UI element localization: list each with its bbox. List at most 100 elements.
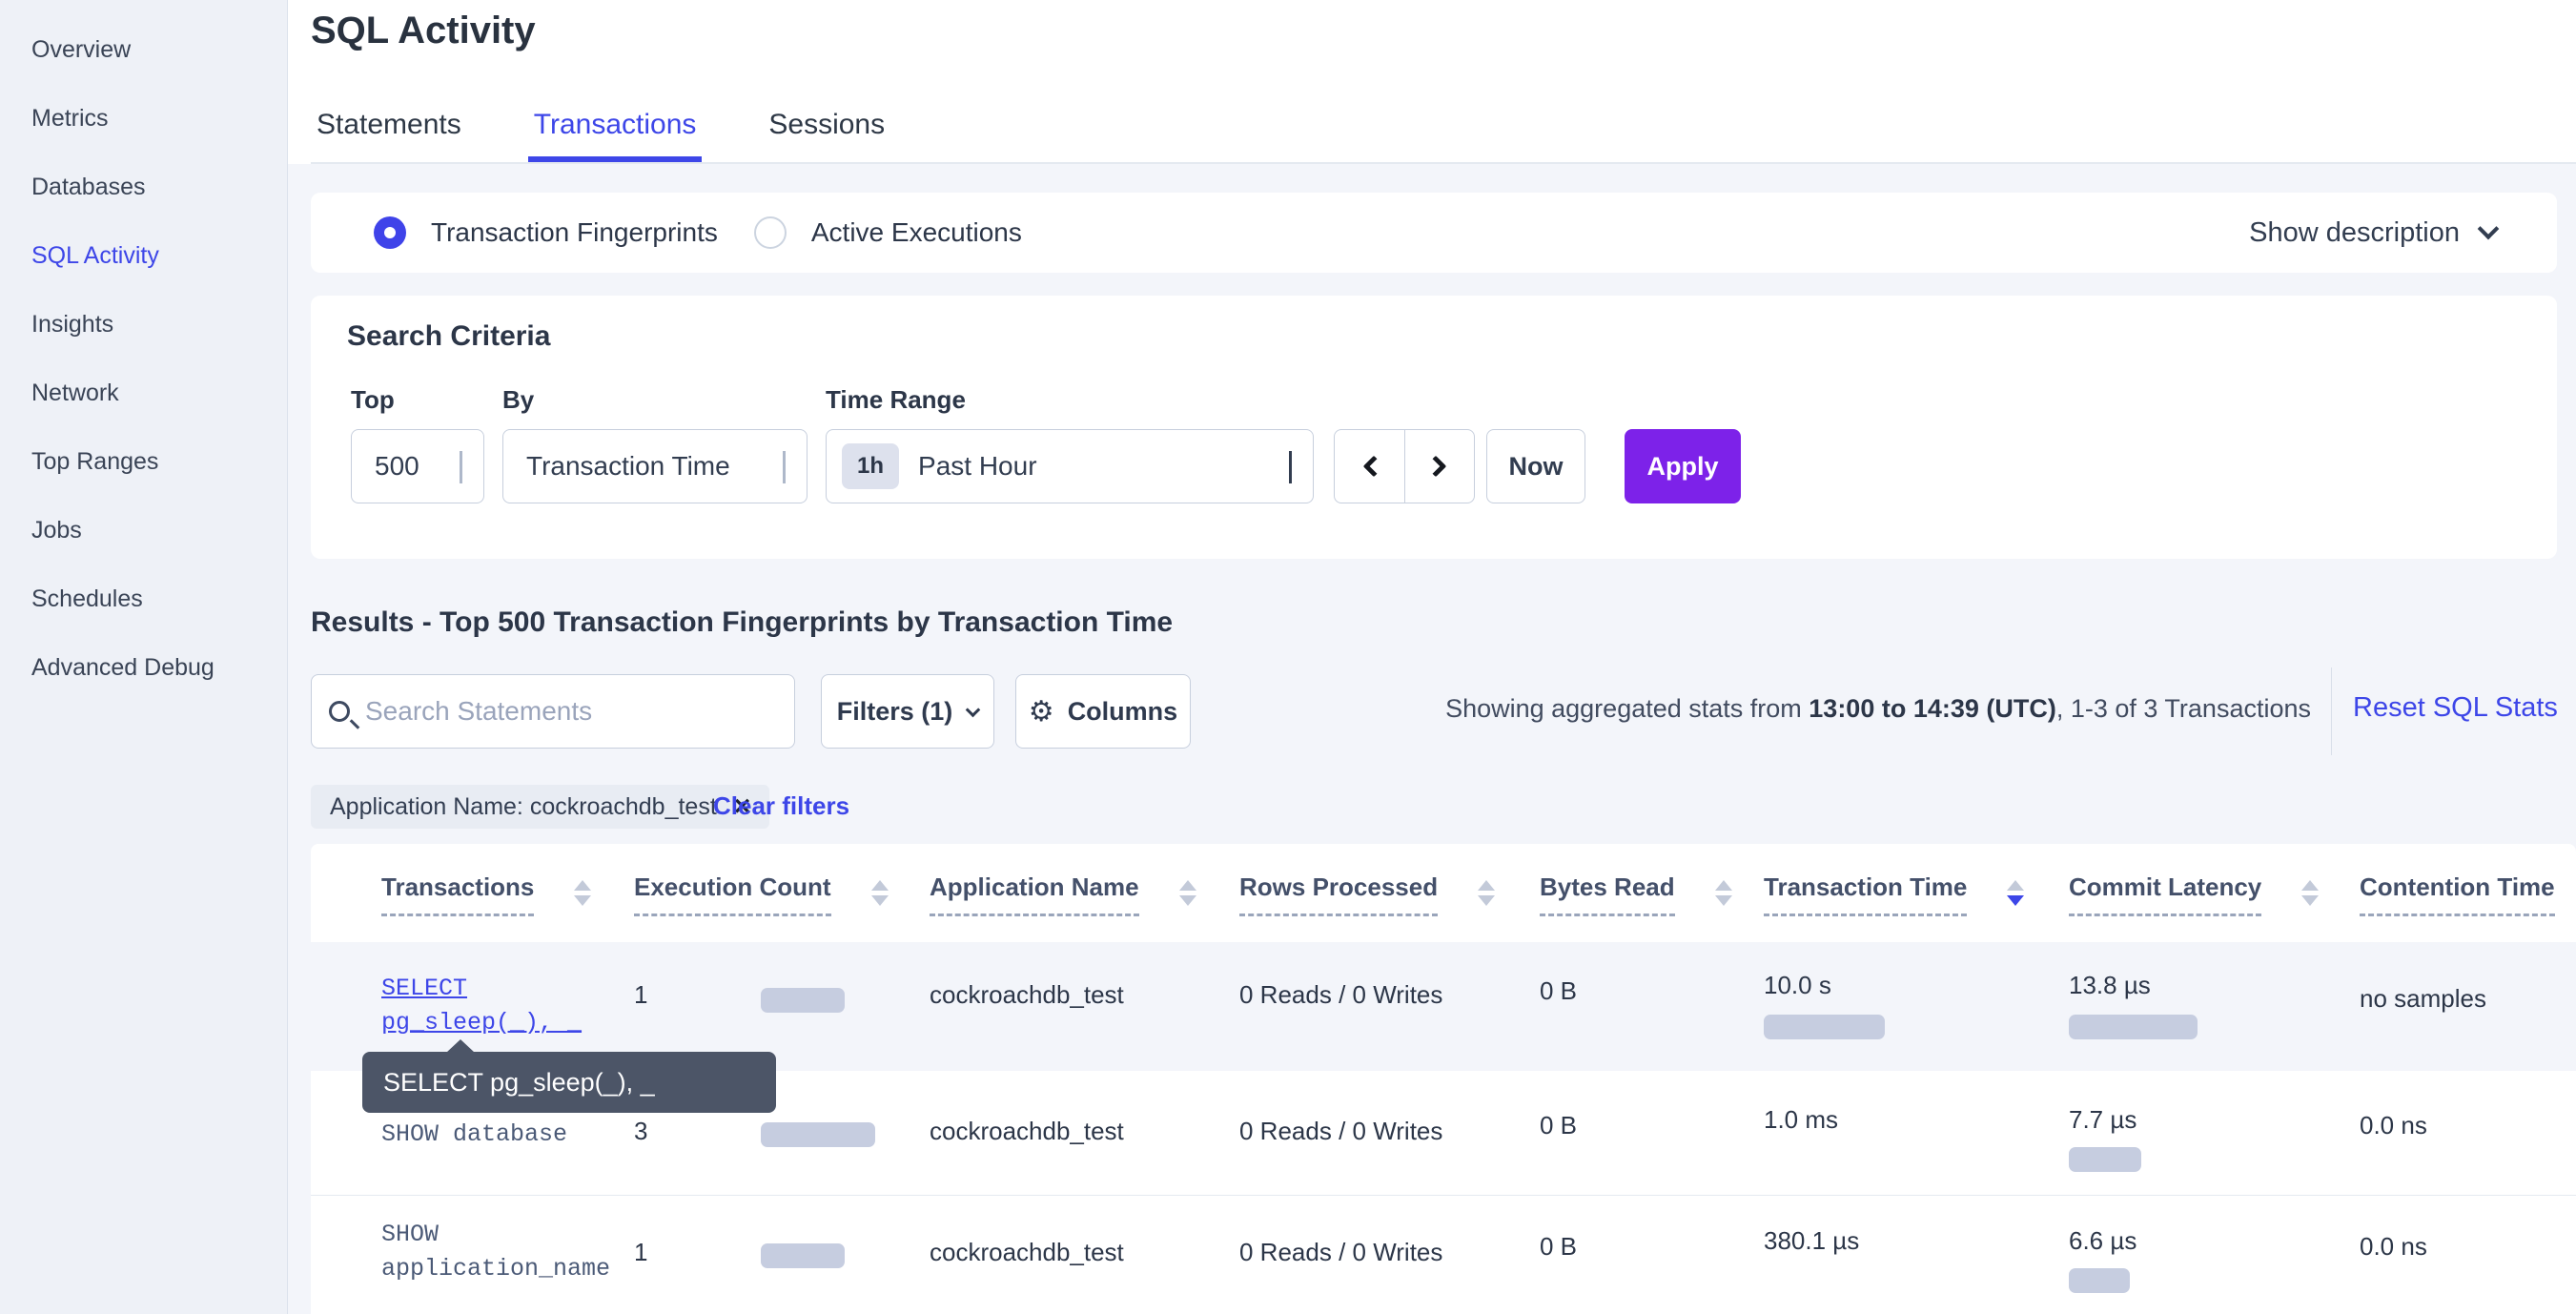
column-label[interactable]: Bytes Read (1540, 873, 1675, 916)
radio-active-executions[interactable]: Active Executions (753, 216, 1022, 249)
gear-icon: ⚙ (1028, 694, 1054, 729)
chevron-down-icon (1289, 451, 1313, 483)
sidebar-item-metrics[interactable]: Metrics (31, 105, 109, 132)
transaction-time-value: 1.0 ms (1764, 1105, 1839, 1134)
tab-sessions[interactable]: Sessions (768, 109, 886, 140)
sort-icon[interactable] (2301, 880, 2320, 906)
contention-time-value: 0.0 ns (2360, 1232, 2427, 1261)
table-row[interactable]: SELECT pg_sleep(_), _ 1 cockroachdb_test… (311, 942, 2576, 1071)
chevron-down-icon (965, 702, 981, 717)
show-description-toggle[interactable]: Show description (2249, 217, 2500, 249)
contention-time-value: no samples (2360, 984, 2486, 1013)
close-icon[interactable]: × (733, 790, 751, 822)
radio-transaction-fingerprints[interactable]: Transaction Fingerprints (374, 216, 718, 249)
sidebar-item-insights[interactable]: Insights (31, 311, 114, 338)
radio-unselected-icon[interactable] (753, 216, 787, 249)
commit-latency-value: 6.6 µs (2069, 1226, 2137, 1255)
sort-icon[interactable] (574, 880, 592, 906)
column-label[interactable]: Commit Latency (2069, 873, 2262, 916)
search-input[interactable] (365, 696, 777, 727)
reset-sql-stats-link[interactable]: Reset SQL Stats (2353, 692, 2558, 723)
application-name-value: cockroachdb_test (930, 1238, 1124, 1266)
transaction-fingerprint[interactable]: application_name (381, 1255, 611, 1283)
sidebar-item-databases[interactable]: Databases (31, 174, 146, 200)
clear-filters-link[interactable]: Clear filters (713, 791, 850, 820)
view-toggle-group: Transaction Fingerprints Active Executio… (374, 216, 1022, 249)
application-name-value: cockroachdb_test (930, 1117, 1124, 1145)
column-label[interactable]: Application Name (930, 873, 1139, 916)
table-row[interactable]: SHOW application_name 1 cockroachdb_test… (311, 1196, 2576, 1314)
stats-divider (2331, 667, 2332, 755)
column-header-transaction-time: Transaction Time (1764, 873, 2025, 916)
filters-button[interactable]: Filters (1) (821, 674, 994, 749)
columns-button[interactable]: ⚙ Columns (1015, 674, 1191, 749)
column-label[interactable]: Contention Time (2360, 873, 2555, 916)
by-label: By (502, 385, 535, 414)
commit-latency-value: 7.7 µs (2069, 1105, 2137, 1134)
next-time-button[interactable] (1404, 430, 1474, 503)
sort-icon[interactable] (1714, 880, 1732, 906)
commit-latency-bar (2069, 1147, 2141, 1172)
bytes-read-value: 0 B (1540, 1232, 1578, 1261)
execution-count-bar (761, 1122, 875, 1147)
page-title: SQL Activity (311, 10, 536, 51)
time-range-label: Time Range (826, 385, 966, 414)
top-select[interactable]: 500 (351, 429, 484, 503)
column-header-commit-latency: Commit Latency (2069, 873, 2320, 916)
sidebar-item-network[interactable]: Network (31, 380, 119, 406)
filter-chip-application-name[interactable]: Application Name: cockroachdb_test × (311, 785, 770, 829)
columns-label: Columns (1067, 696, 1178, 726)
column-header-rows-processed: Rows Processed (1239, 873, 1496, 916)
transactions-table: Transactions Execution Count Application… (311, 844, 2576, 1314)
transaction-fingerprint-link[interactable]: SELECT (381, 975, 468, 1002)
sort-icon[interactable] (870, 880, 889, 906)
chevron-down-icon (783, 451, 807, 483)
sort-icon[interactable] (1178, 880, 1196, 906)
commit-latency-bar (2069, 1015, 2198, 1039)
execution-count-bar (761, 988, 845, 1013)
main-content: SQL Activity Statements Transactions Ses… (288, 0, 2576, 1314)
sidebar-item-sql-activity[interactable]: SQL Activity (31, 242, 159, 269)
stats-range: 13:00 to 14:39 (UTC) (1809, 694, 2056, 723)
rows-processed-value: 0 Reads / 0 Writes (1239, 1238, 1443, 1266)
sidebar-item-advanced-debug[interactable]: Advanced Debug (31, 654, 215, 681)
transaction-fingerprint[interactable]: SHOW database (381, 1120, 568, 1148)
rows-processed-value: 0 Reads / 0 Writes (1239, 980, 1443, 1009)
table-row[interactable]: SHOW database 3 cockroachdb_test 0 Reads… (311, 1071, 2576, 1196)
tab-transactions[interactable]: Transactions (527, 95, 703, 162)
prev-time-button[interactable] (1335, 430, 1404, 503)
tab-statements[interactable]: Statements (317, 109, 461, 140)
tab-bar: Statements Transactions Sessions (311, 95, 2576, 164)
by-select-value: Transaction Time (526, 451, 730, 481)
column-header-bytes-read: Bytes Read (1540, 873, 1732, 916)
column-header-transactions: Transactions (381, 873, 592, 916)
by-select[interactable]: Transaction Time (502, 429, 808, 503)
column-label[interactable]: Execution Count (634, 873, 831, 916)
time-range-badge: 1h (842, 443, 900, 489)
sidebar-item-top-ranges[interactable]: Top Ranges (31, 448, 159, 475)
search-criteria-title: Search Criteria (347, 320, 551, 352)
chevron-right-icon (1424, 455, 1447, 478)
commit-latency-value: 13.8 µs (2069, 971, 2151, 999)
column-label[interactable]: Rows Processed (1239, 873, 1439, 916)
sidebar-item-schedules[interactable]: Schedules (31, 585, 143, 612)
column-label[interactable]: Transaction Time (1764, 873, 1968, 916)
sidebar-item-jobs[interactable]: Jobs (31, 517, 82, 544)
apply-button[interactable]: Apply (1625, 429, 1741, 503)
column-label[interactable]: Transactions (381, 873, 535, 916)
sort-icon-active-desc[interactable] (2007, 880, 2025, 906)
transaction-fingerprint-link[interactable]: pg_sleep(_), _ (381, 1009, 583, 1037)
sidebar-item-overview[interactable]: Overview (31, 36, 132, 63)
transaction-fingerprint[interactable]: SHOW (381, 1221, 440, 1248)
execution-count-value: 1 (634, 980, 648, 1009)
search-criteria-panel: Search Criteria Top By Time Range 500 Tr… (311, 296, 2557, 559)
chevron-down-icon (2477, 217, 2500, 240)
time-range-select[interactable]: 1h Past Hour (826, 429, 1314, 503)
sort-icon[interactable] (1478, 880, 1496, 906)
radio-label: Active Executions (810, 217, 1022, 247)
now-button[interactable]: Now (1486, 429, 1585, 503)
radio-selected-icon[interactable] (374, 216, 406, 249)
transaction-time-value: 10.0 s (1764, 971, 1831, 999)
top-label: Top (351, 385, 395, 414)
